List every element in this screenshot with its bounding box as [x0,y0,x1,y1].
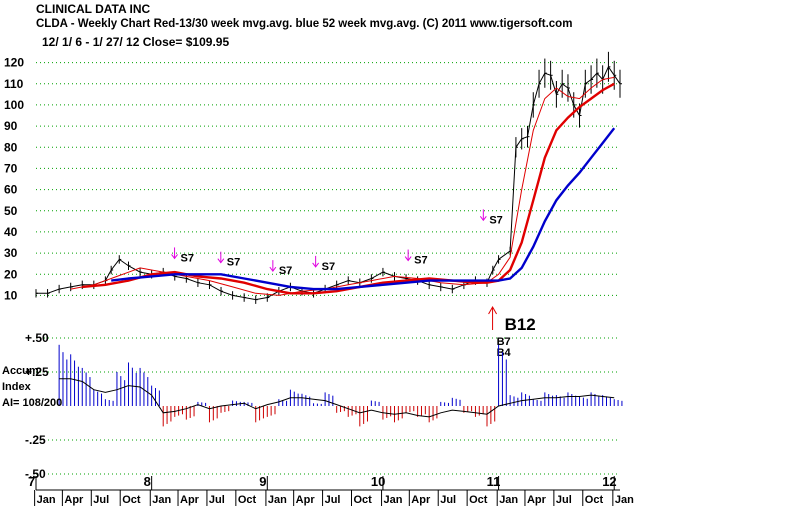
month-label: Apr [296,494,316,506]
price-line [36,65,621,301]
year-label: 8 [144,474,151,489]
price-tick-label: 40 [4,225,18,239]
sell-arrow-head [269,266,277,272]
sell-arrow-head [404,256,412,262]
month-label: Oct [353,494,372,506]
year-label: 10 [371,474,385,489]
accum-tick-label: -.50 [25,467,46,481]
month-label: Apr [411,494,431,506]
accum-tick-label: +.25 [25,365,49,379]
price-tick-label: 50 [4,204,18,218]
sell-arrow-head [171,254,178,260]
price-tick-label: 80 [4,140,18,154]
buy-signal-label: B7 [497,336,511,348]
month-label: Apr [64,494,84,506]
sell-signal-label: S7 [181,252,194,264]
month-label: Jan [615,494,634,506]
month-label: Jul [93,494,109,506]
price-tick-label: 100 [4,98,24,112]
price-tick-label: 90 [4,119,18,133]
year-label: 11 [487,474,501,489]
year-label: 9 [259,474,266,489]
sell-signal-label: S7 [279,265,292,277]
month-label: Jul [556,494,572,506]
month-label: Jan [268,494,287,506]
month-label: Oct [585,494,604,506]
month-label: Oct [238,494,257,506]
month-label: Jan [499,494,518,506]
price-tick-label: 70 [4,161,18,175]
buy-signal-label: B4 [497,347,512,359]
month-label: Jul [440,494,456,506]
sell-arrow-head [217,258,225,264]
accum-tick-label: +.50 [25,331,49,345]
ai-value-label: AI= 108/200 [2,397,63,409]
year-label: 12 [602,474,616,489]
buy-signal-label: B12 [505,315,536,334]
month-label: Jan [384,494,403,506]
sell-arrow-head [479,216,487,222]
month-label: Oct [122,494,141,506]
sell-signal-label: S7 [322,261,335,273]
chart-subtitle: CLDA - Weekly Chart Red-13/30 week mvg.a… [36,18,573,30]
price-tick-label: 110 [4,77,24,91]
ma-13-week-line [70,76,615,296]
sell-signal-label: S7 [227,257,240,269]
sell-signal-label: S7 [414,255,427,267]
price-tick-label: 60 [4,183,18,197]
price-tick-label: 120 [4,56,24,70]
index-label: Index [2,381,31,393]
price-tick-label: 20 [4,267,18,281]
ma-30-week-line [82,82,615,295]
accum-label: Accum [2,365,39,377]
month-label: Apr [180,494,200,506]
year-label: 7 [28,474,35,489]
accum-tick-label: -.25 [25,433,46,447]
buy-arrow-head [488,305,498,315]
company-title: CLINICAL DATA INC [36,2,151,16]
price-tick-label: 10 [4,288,18,302]
month-label: Jul [325,494,341,506]
month-label: Jan [37,494,56,506]
month-label: Oct [469,494,488,506]
ma-52-week-line [111,127,616,291]
date-range-close: 12/ 1/ 6 - 1/ 27/ 12 Close= $109.95 [42,35,230,49]
accum-ma-line [59,378,615,418]
sell-arrow-head [312,262,320,268]
price-tick-label: 30 [4,246,18,260]
month-label: Jul [209,494,225,506]
month-label: Jan [152,494,171,506]
month-label: Apr [527,494,547,506]
sell-signal-label: S7 [489,214,502,226]
